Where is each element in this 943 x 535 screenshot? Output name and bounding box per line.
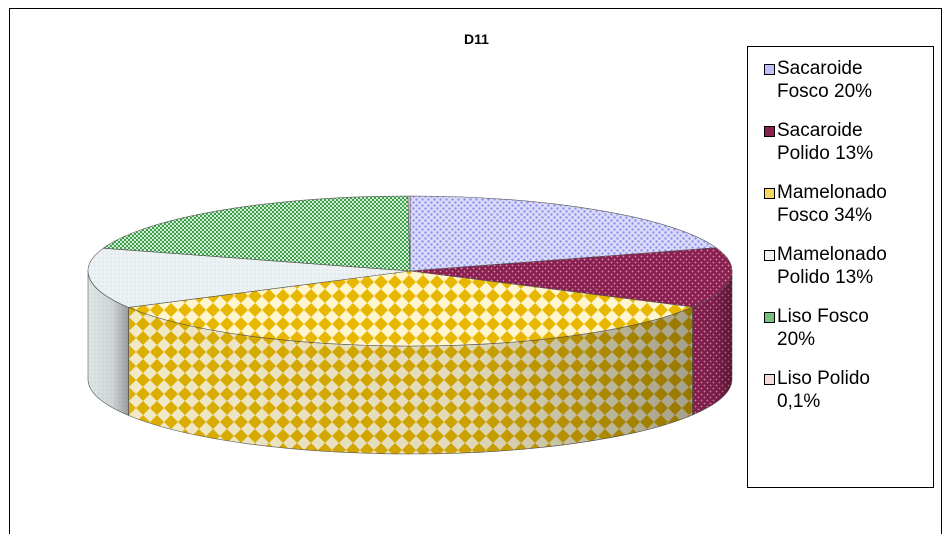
chart-legend: Sacaroide Fosco 20% Sacaroide Polido 13%… [747, 46, 934, 488]
legend-swatch [764, 188, 775, 199]
pie-slice-3 [87, 247, 411, 308]
chart-area: D11 [9, 8, 942, 534]
legend-label: Liso Polido 0,1% [777, 368, 870, 412]
pie-slice-1 [409, 247, 733, 308]
legend-label: Sacaroide Polido 13% [777, 120, 874, 164]
legend-swatch [764, 374, 775, 385]
legend-item: Sacaroide Fosco 20% [764, 57, 933, 103]
pie-slice-0 [409, 195, 717, 272]
legend-label: Liso Fosco 20% [777, 306, 869, 350]
pie-chart [87, 195, 733, 455]
pie-side-walls [87, 270, 733, 455]
pie-slices [87, 195, 733, 347]
legend-item: Liso Polido 0,1% [764, 367, 933, 413]
pie-side-shade-2 [128, 306, 693, 454]
pie-side-shade-3 [88, 271, 129, 416]
pie-slice-5 [407, 195, 411, 272]
legend-swatch [764, 250, 775, 261]
pie-side-shade-1 [692, 271, 732, 415]
legend-swatch [764, 312, 775, 323]
legend-label: Mamelonado Fosco 34% [777, 182, 887, 226]
legend-item: Mamelonado Fosco 34% [764, 181, 933, 227]
legend-item: Liso Fosco 20% [764, 305, 933, 351]
legend-label: Sacaroide Fosco 20% [777, 58, 873, 102]
legend-label: Mamelonado Polido 13% [777, 244, 887, 288]
pie-slice-2 [127, 270, 694, 347]
legend-item: Sacaroide Polido 13% [764, 119, 933, 165]
legend-swatch [764, 64, 775, 75]
legend-item: Mamelonado Polido 13% [764, 243, 933, 289]
pie-slice-4 [102, 195, 411, 272]
legend-swatch [764, 126, 775, 137]
chart-title: D11 [464, 31, 489, 47]
